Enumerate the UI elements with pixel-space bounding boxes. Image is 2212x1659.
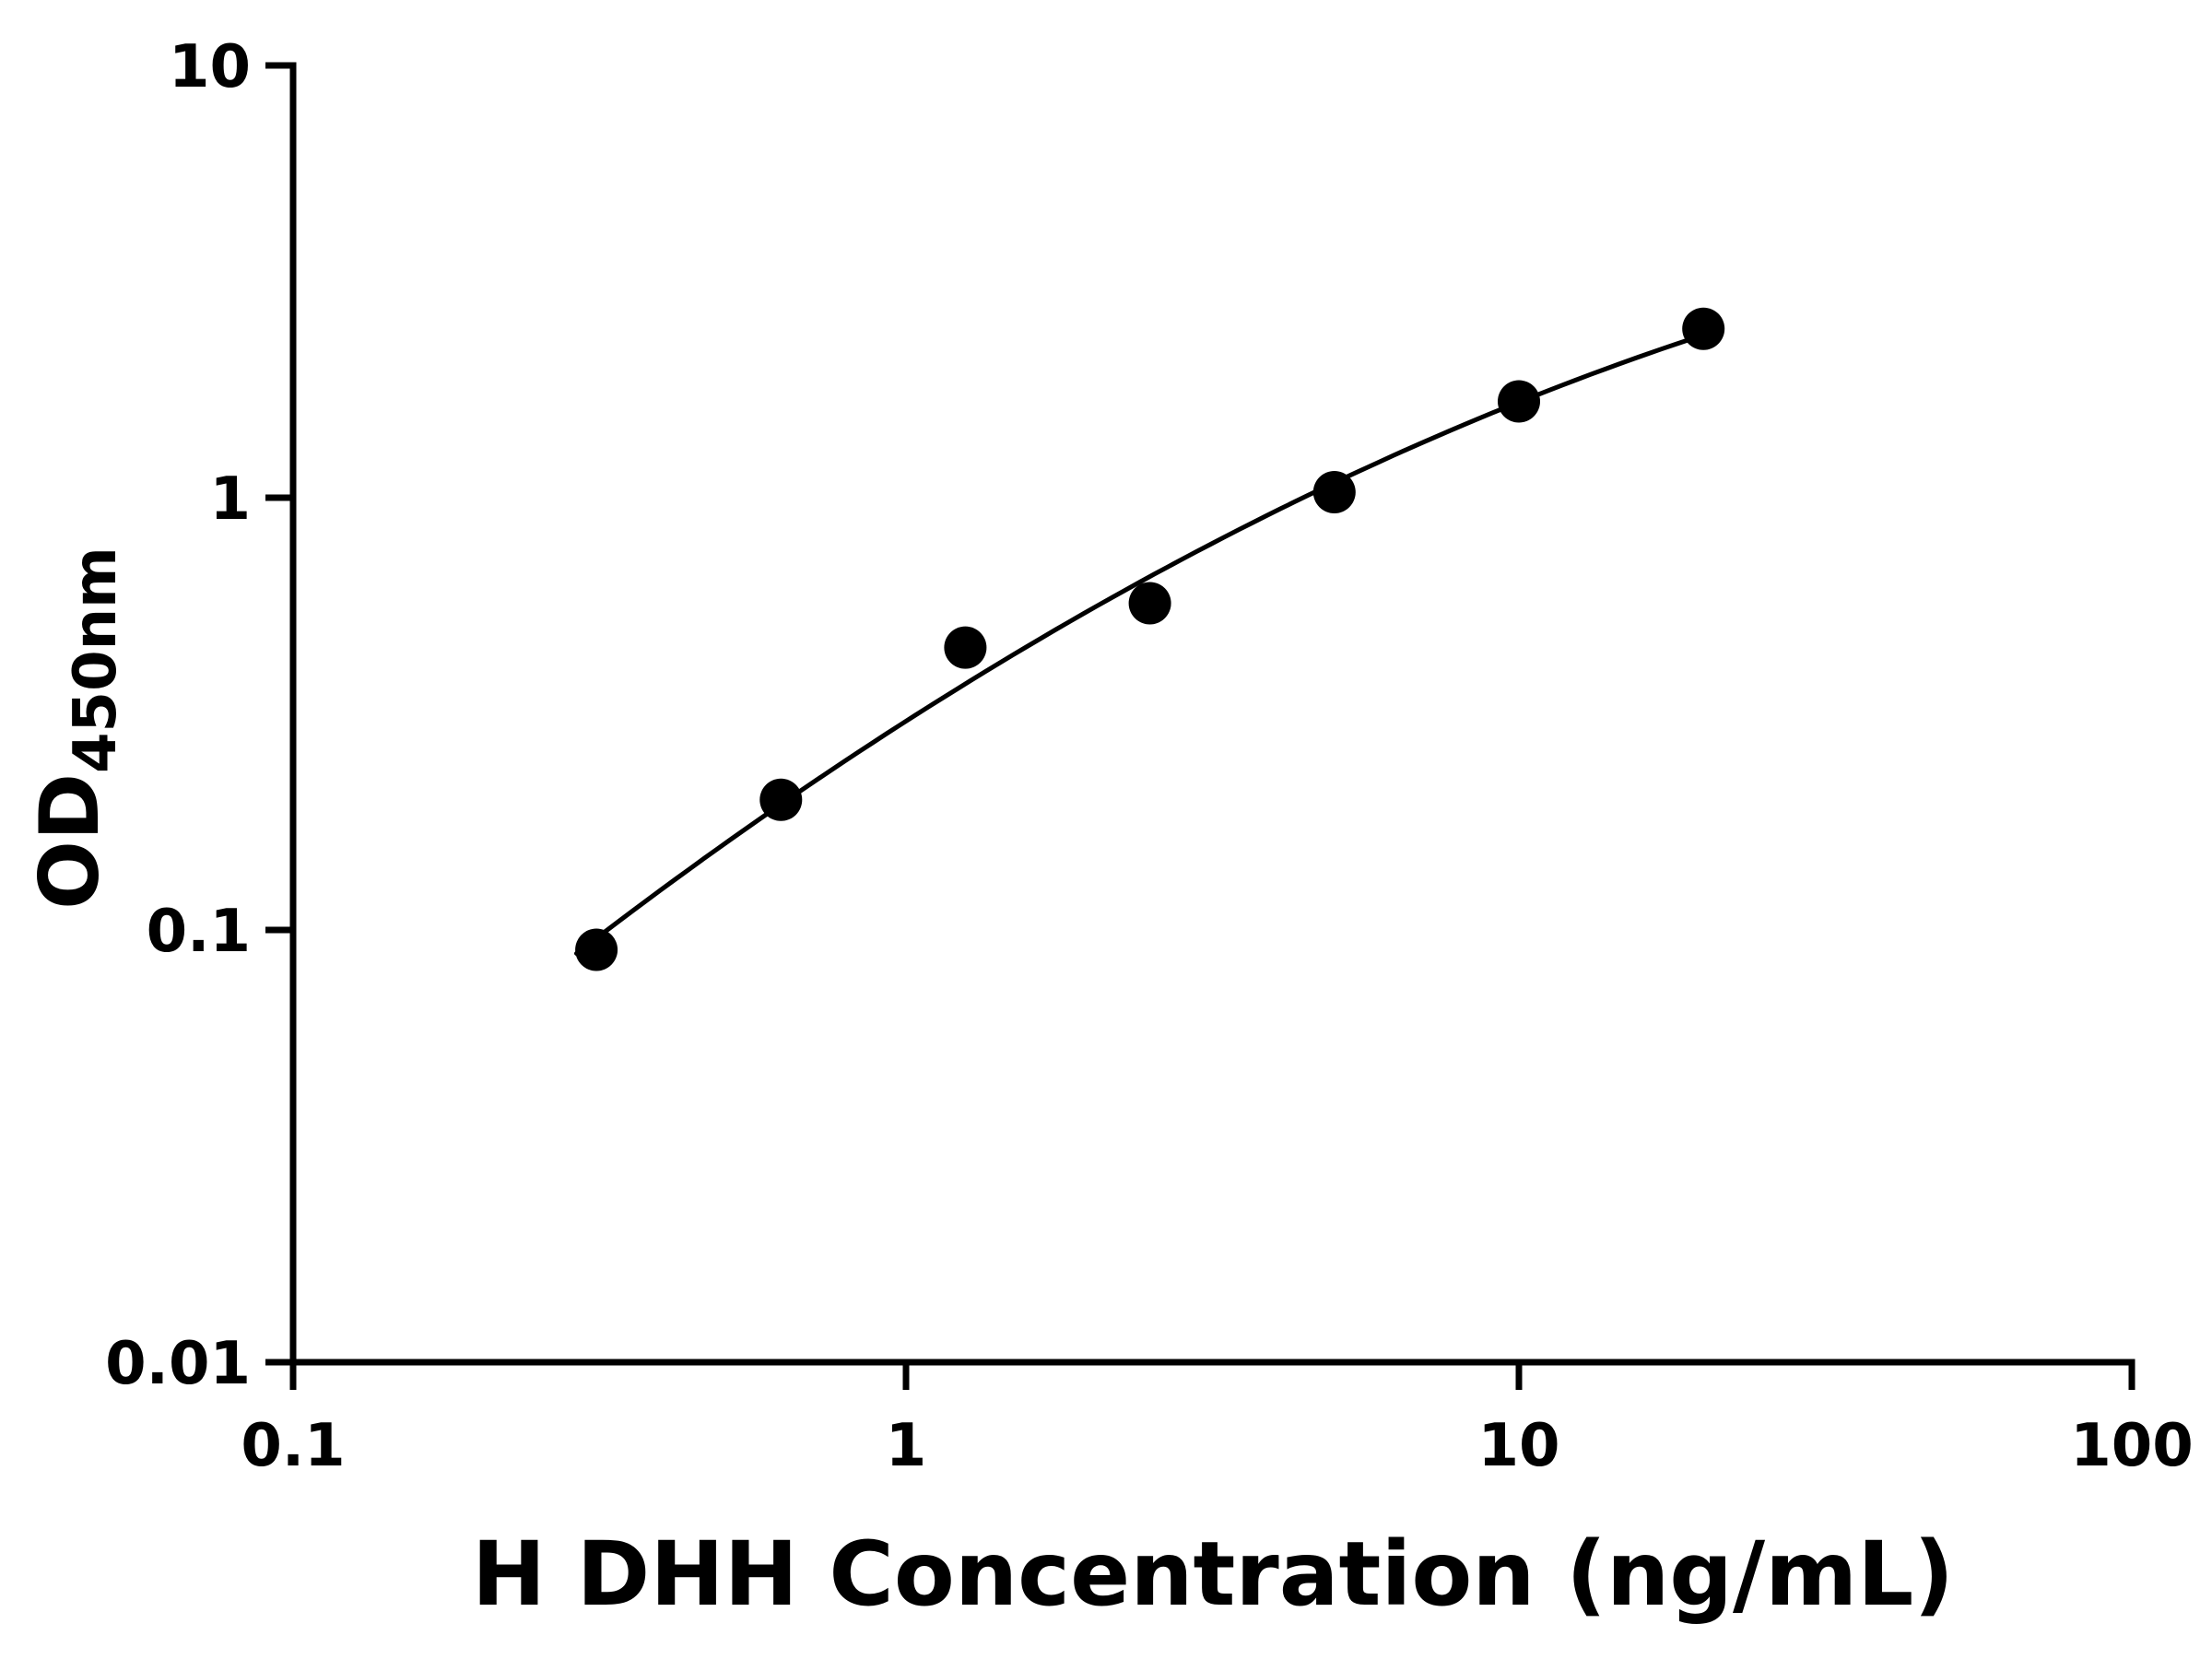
y-axis-title-sub: 450nm <box>61 547 130 773</box>
fit-curve <box>574 332 1706 956</box>
data-point <box>575 928 618 971</box>
y-tick-label: 10 <box>169 33 251 101</box>
data-point <box>1128 582 1171 625</box>
x-tick-label: 10 <box>1477 1412 1559 1480</box>
y-tick-label: 1 <box>209 465 251 534</box>
data-point <box>1498 380 1540 423</box>
data-point <box>944 626 987 669</box>
x-tick-label: 1 <box>886 1412 927 1480</box>
y-tick-label: 0.01 <box>105 1330 251 1398</box>
data-point <box>1312 471 1356 513</box>
data-point <box>759 778 803 821</box>
x-tick-label: 0.1 <box>241 1412 345 1480</box>
y-axis-title: OD450nm <box>22 547 130 910</box>
x-tick-label: 100 <box>2070 1412 2194 1480</box>
x-axis-title: H DHH Concentration (ng/mL) <box>471 1523 1955 1626</box>
y-axis-title-main: OD <box>22 772 118 910</box>
data-point <box>1682 307 1725 350</box>
y-tick-label: 0.1 <box>147 898 251 966</box>
